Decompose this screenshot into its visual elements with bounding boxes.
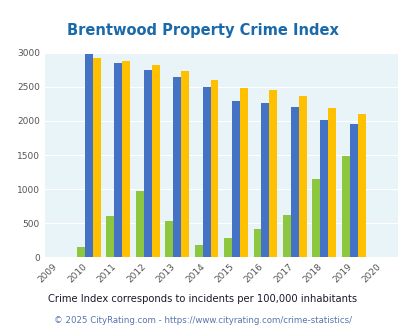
Bar [298,96,306,257]
Bar [93,57,100,257]
Bar [106,216,114,257]
Bar [151,65,159,257]
Bar [135,191,143,257]
Bar [122,61,130,257]
Bar [231,101,239,257]
Bar [328,108,335,257]
Bar [290,107,298,257]
Bar [357,114,365,257]
Bar [224,238,231,257]
Bar [341,156,349,257]
Bar [349,124,357,257]
Bar [269,90,277,257]
Bar [210,80,218,257]
Bar [253,229,261,257]
Text: Crime Index corresponds to incidents per 100,000 inhabitants: Crime Index corresponds to incidents per… [48,294,357,304]
Bar [143,70,151,257]
Bar [282,215,290,257]
Bar [114,63,122,257]
Bar [261,103,269,257]
Bar [320,120,328,257]
Bar [311,179,320,257]
Text: Brentwood Property Crime Index: Brentwood Property Crime Index [67,23,338,38]
Bar [77,247,85,257]
Text: © 2025 CityRating.com - https://www.cityrating.com/crime-statistics/: © 2025 CityRating.com - https://www.city… [54,316,351,325]
Bar [239,87,247,257]
Bar [85,54,93,257]
Bar [202,87,210,257]
Bar [194,246,202,257]
Bar [165,221,173,257]
Bar [173,77,181,257]
Bar [181,71,189,257]
